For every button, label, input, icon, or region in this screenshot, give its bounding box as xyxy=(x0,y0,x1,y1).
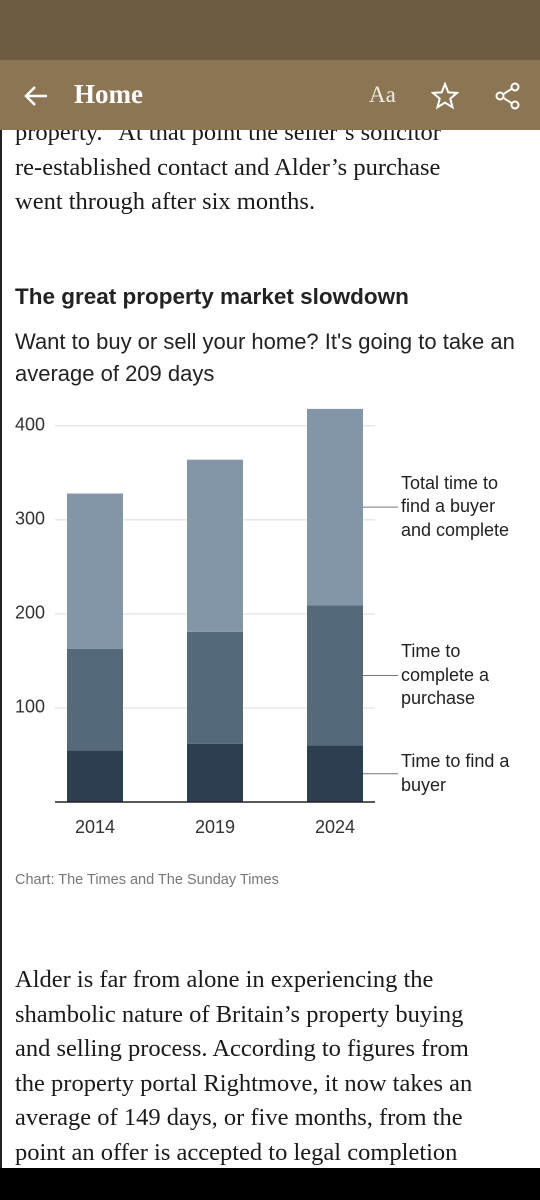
y-tick-label: 100 xyxy=(15,697,45,717)
bar-segment xyxy=(67,648,123,751)
text-line: Alder is far from alone in experiencing … xyxy=(15,966,434,993)
bar-segment xyxy=(187,743,243,802)
chart-title: The great property market slowdown xyxy=(15,284,409,309)
text-line: point an offer is accepted to legal comp… xyxy=(15,1138,458,1166)
bar-segment xyxy=(307,408,363,606)
app-title: Home xyxy=(74,79,143,109)
nav-bar xyxy=(0,1168,540,1200)
chart-source: Chart: The Times and The Sunday Times xyxy=(15,872,279,888)
legend-label: Total time to find a buyer and complete xyxy=(401,472,510,540)
bar-segment xyxy=(307,745,363,802)
font-size-button[interactable]: Aa xyxy=(369,82,396,107)
status-bar xyxy=(0,0,540,60)
bar-segment xyxy=(187,459,243,632)
back-button[interactable] xyxy=(22,82,50,110)
text-line: re-established contact and Alder’s purch… xyxy=(15,153,441,181)
bookmark-button[interactable] xyxy=(431,82,459,110)
x-tick-label: 2014 xyxy=(75,817,115,837)
share-button[interactable] xyxy=(494,82,522,110)
y-tick-label: 400 xyxy=(15,415,45,435)
bar-segment xyxy=(67,750,123,802)
bar-segment xyxy=(307,605,363,746)
text-line: average of 149 days, or five months, fro… xyxy=(15,1104,463,1131)
text-line: shambolic nature of Britain’s property b… xyxy=(15,1000,464,1028)
x-tick-label: 2024 xyxy=(315,817,355,837)
text-line: the property portal Rightmove, it now ta… xyxy=(15,1069,473,1097)
y-tick-label: 200 xyxy=(15,603,45,623)
x-tick-label: 2019 xyxy=(195,817,235,837)
text-line: went through after six months. xyxy=(15,188,316,215)
bar-segment xyxy=(67,493,123,649)
text-line: and selling process. According to figure… xyxy=(15,1035,469,1062)
legend-label: Time to complete a purchase xyxy=(401,641,490,708)
bar-segment xyxy=(187,631,243,744)
app-bar: Home Aa xyxy=(0,60,540,130)
edge xyxy=(0,130,2,1168)
legend-label: Time to find a buyer xyxy=(401,751,510,795)
chart-subtitle: Want to buy or sell your home? It's goin… xyxy=(15,329,515,386)
y-tick-label: 300 xyxy=(15,509,45,529)
